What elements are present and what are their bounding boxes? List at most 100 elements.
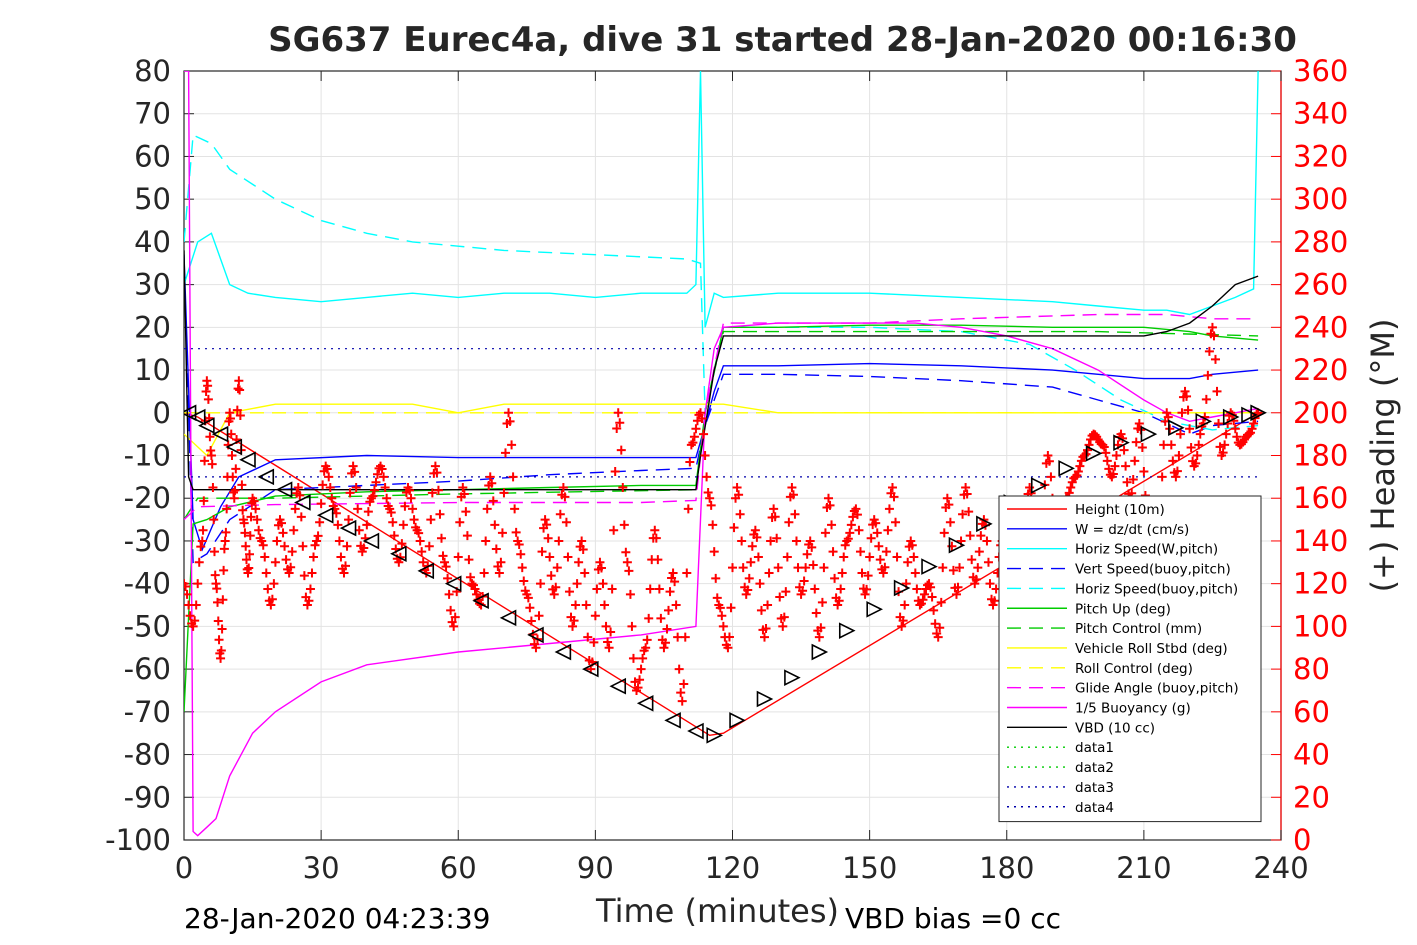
heading-marker	[230, 485, 240, 495]
heading-marker	[249, 496, 259, 506]
heading-marker	[560, 492, 570, 502]
y2-tick-label: 60	[1293, 695, 1330, 729]
heading-marker	[766, 536, 776, 546]
legend-label: Roll Control (deg)	[1075, 661, 1193, 677]
heading-marker	[188, 621, 198, 631]
heading-marker	[1203, 370, 1213, 380]
heading-marker	[1101, 448, 1111, 458]
heading-marker	[906, 536, 916, 546]
heading-marker	[644, 613, 654, 623]
height-marker	[664, 712, 681, 729]
right-y-axis: 3603403203002802602402202001801601401201…	[1271, 54, 1348, 857]
chart-title: SG637 Eurec4a, dive 31 started 28-Jan-20…	[268, 20, 1297, 60]
heading-marker	[830, 573, 840, 583]
heading-marker	[1075, 461, 1085, 471]
y2-tick-label: 240	[1293, 310, 1348, 344]
y2-tick-label: 260	[1293, 268, 1348, 302]
heading-marker	[209, 547, 219, 557]
heading-marker	[641, 643, 651, 653]
heading-marker	[962, 489, 972, 499]
heading-marker	[305, 584, 315, 594]
heading-marker	[627, 621, 637, 631]
heading-marker	[201, 386, 211, 396]
heading-marker	[574, 557, 584, 567]
heading-marker	[706, 500, 716, 510]
height-marker	[1222, 408, 1240, 426]
heading-marker	[621, 547, 631, 557]
heading-marker	[406, 493, 416, 503]
heading-marker	[874, 541, 884, 551]
heading-marker	[1137, 442, 1147, 452]
heading-marker	[479, 568, 489, 578]
heading-marker	[536, 579, 546, 589]
heading-marker	[700, 451, 710, 460]
heading-marker	[1212, 386, 1222, 396]
heading-marker	[491, 544, 501, 554]
heading-marker	[543, 533, 553, 543]
heading-marker	[322, 464, 332, 474]
heading-marker	[316, 499, 326, 509]
heading-marker	[577, 536, 587, 546]
heading-marker	[1209, 331, 1219, 341]
heading-marker	[686, 440, 696, 450]
heading-marker	[1185, 424, 1195, 434]
heading-marker	[802, 549, 812, 559]
heading-marker	[198, 525, 208, 535]
heading-marker	[263, 584, 273, 594]
x-tick-label: 120	[705, 851, 760, 885]
heading-marker	[362, 520, 372, 530]
heading-marker	[662, 624, 672, 634]
heading-marker	[185, 611, 195, 621]
heading-marker	[1247, 424, 1257, 434]
heading-marker	[218, 595, 228, 605]
heading-marker	[444, 589, 454, 599]
heading-marker	[213, 616, 223, 626]
heading-marker	[976, 531, 986, 541]
heading-marker	[504, 408, 514, 418]
heading-marker	[1166, 440, 1176, 450]
heading-marker	[228, 472, 238, 482]
heading-marker	[353, 504, 363, 514]
y2-tick-label: 160	[1293, 481, 1348, 515]
heading-marker	[465, 572, 475, 582]
heading-marker	[210, 570, 220, 580]
heading-marker	[537, 547, 547, 557]
heading-marker	[603, 637, 613, 647]
heading-marker	[624, 566, 634, 576]
heading-marker	[761, 623, 771, 633]
y2-tick-label: 220	[1293, 353, 1348, 387]
heading-marker	[1044, 456, 1054, 466]
series-line	[184, 250, 1259, 491]
heading-marker	[735, 509, 745, 519]
heading-marker	[793, 563, 803, 573]
heading-marker	[1111, 451, 1121, 460]
heading-marker	[915, 600, 925, 610]
height-marker	[1030, 477, 1048, 494]
y2-tick-label: 320	[1293, 139, 1348, 173]
heading-marker	[435, 509, 445, 519]
heading-marker	[348, 461, 358, 471]
heading-marker	[499, 488, 509, 498]
heading-marker	[1122, 477, 1132, 487]
heading-marker	[755, 579, 765, 589]
heading-marker	[843, 534, 853, 544]
heading-marker	[315, 517, 325, 527]
heading-marker	[219, 544, 229, 554]
heading-marker	[427, 488, 437, 498]
heading-marker	[398, 520, 408, 530]
heading-marker	[231, 464, 241, 474]
heading-marker	[221, 527, 231, 537]
heading-marker	[261, 568, 271, 578]
heading-marker	[581, 600, 591, 610]
height-marker	[184, 404, 197, 422]
heading-marker	[965, 531, 975, 541]
heading-marker	[955, 563, 965, 573]
heading-marker	[1180, 386, 1190, 396]
heading-marker	[1108, 469, 1118, 479]
heading-marker	[400, 501, 410, 511]
heading-marker	[782, 552, 792, 562]
heading-marker	[823, 493, 833, 503]
heading-marker	[511, 527, 521, 537]
heading-marker	[1244, 429, 1254, 439]
series-line	[184, 324, 1259, 712]
